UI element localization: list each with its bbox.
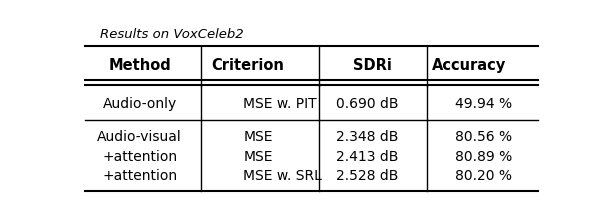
Text: 2.528 dB: 2.528 dB <box>336 169 399 183</box>
Text: Criterion: Criterion <box>212 57 285 73</box>
Text: 80.56 %: 80.56 % <box>455 130 512 144</box>
Text: Method: Method <box>108 57 171 73</box>
Text: Audio-only: Audio-only <box>103 97 177 111</box>
Text: 80.89 %: 80.89 % <box>455 150 512 164</box>
Text: MSE: MSE <box>243 150 273 164</box>
Text: 80.20 %: 80.20 % <box>455 169 512 183</box>
Text: MSE w. SRL: MSE w. SRL <box>243 169 322 183</box>
Text: +attention: +attention <box>102 169 177 183</box>
Text: Accuracy: Accuracy <box>432 57 506 73</box>
Text: +attention: +attention <box>102 150 177 164</box>
Text: Results on VoxCeleb2: Results on VoxCeleb2 <box>100 28 243 41</box>
Text: SDRi: SDRi <box>353 57 392 73</box>
Text: MSE w. PIT: MSE w. PIT <box>243 97 317 111</box>
Text: 2.413 dB: 2.413 dB <box>336 150 399 164</box>
Text: Audio-visual: Audio-visual <box>97 130 182 144</box>
Text: 0.690 dB: 0.690 dB <box>336 97 399 111</box>
Text: MSE: MSE <box>243 130 273 144</box>
Text: 49.94 %: 49.94 % <box>455 97 512 111</box>
Text: 2.348 dB: 2.348 dB <box>336 130 399 144</box>
